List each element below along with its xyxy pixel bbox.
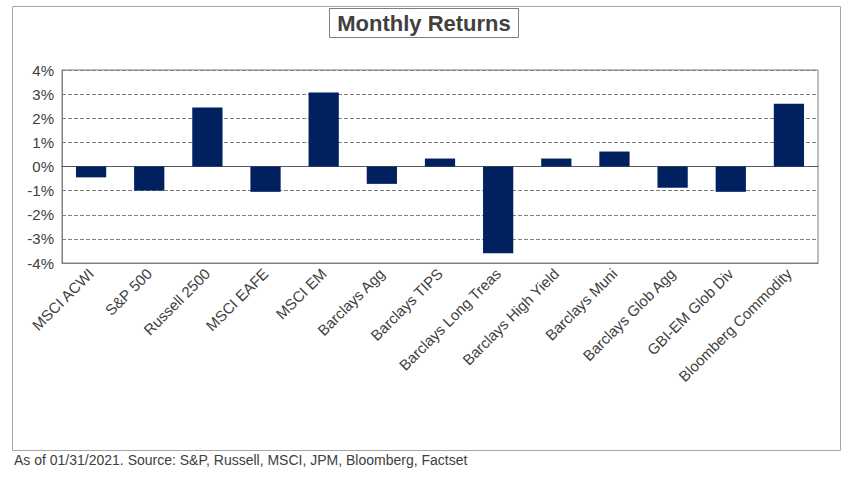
svg-text:-1%: -1% xyxy=(27,182,54,199)
svg-text:MSCI EAFE: MSCI EAFE xyxy=(202,265,271,334)
svg-text:Russell 2500: Russell 2500 xyxy=(140,265,213,338)
svg-text:Barclays Muni: Barclays Muni xyxy=(541,265,621,344)
svg-text:2%: 2% xyxy=(32,110,54,127)
svg-text:Barclays High Yield: Barclays High Yield xyxy=(459,265,562,368)
svg-text:MSCI ACWI: MSCI ACWI xyxy=(29,265,98,334)
svg-text:-4%: -4% xyxy=(27,255,54,272)
svg-text:MSCI EM: MSCI EM xyxy=(272,265,329,322)
svg-text:Bloomberg Commodity: Bloomberg Commodity xyxy=(675,265,795,385)
svg-text:3%: 3% xyxy=(32,86,54,103)
svg-text:Barclays Glob Agg: Barclays Glob Agg xyxy=(579,265,679,365)
svg-text:Barclays TIPS: Barclays TIPS xyxy=(367,265,446,344)
svg-text:As of 01/31/2021. Source: S&P,: As of 01/31/2021. Source: S&P, Russell, … xyxy=(14,452,468,468)
svg-text:-3%: -3% xyxy=(27,230,54,247)
svg-text:Barclays Agg: Barclays Agg xyxy=(314,265,388,339)
svg-text:Barclays Long Treas: Barclays Long Treas xyxy=(396,265,505,374)
svg-text:-2%: -2% xyxy=(27,206,54,223)
svg-text:0%: 0% xyxy=(32,158,54,175)
svg-text:4%: 4% xyxy=(32,62,54,79)
svg-text:Monthly Returns: Monthly Returns xyxy=(337,11,511,36)
svg-text:GBI-EM Glob Div: GBI-EM Glob Div xyxy=(643,265,737,359)
svg-text:1%: 1% xyxy=(32,134,54,151)
svg-text:S&P 500: S&P 500 xyxy=(102,265,156,319)
